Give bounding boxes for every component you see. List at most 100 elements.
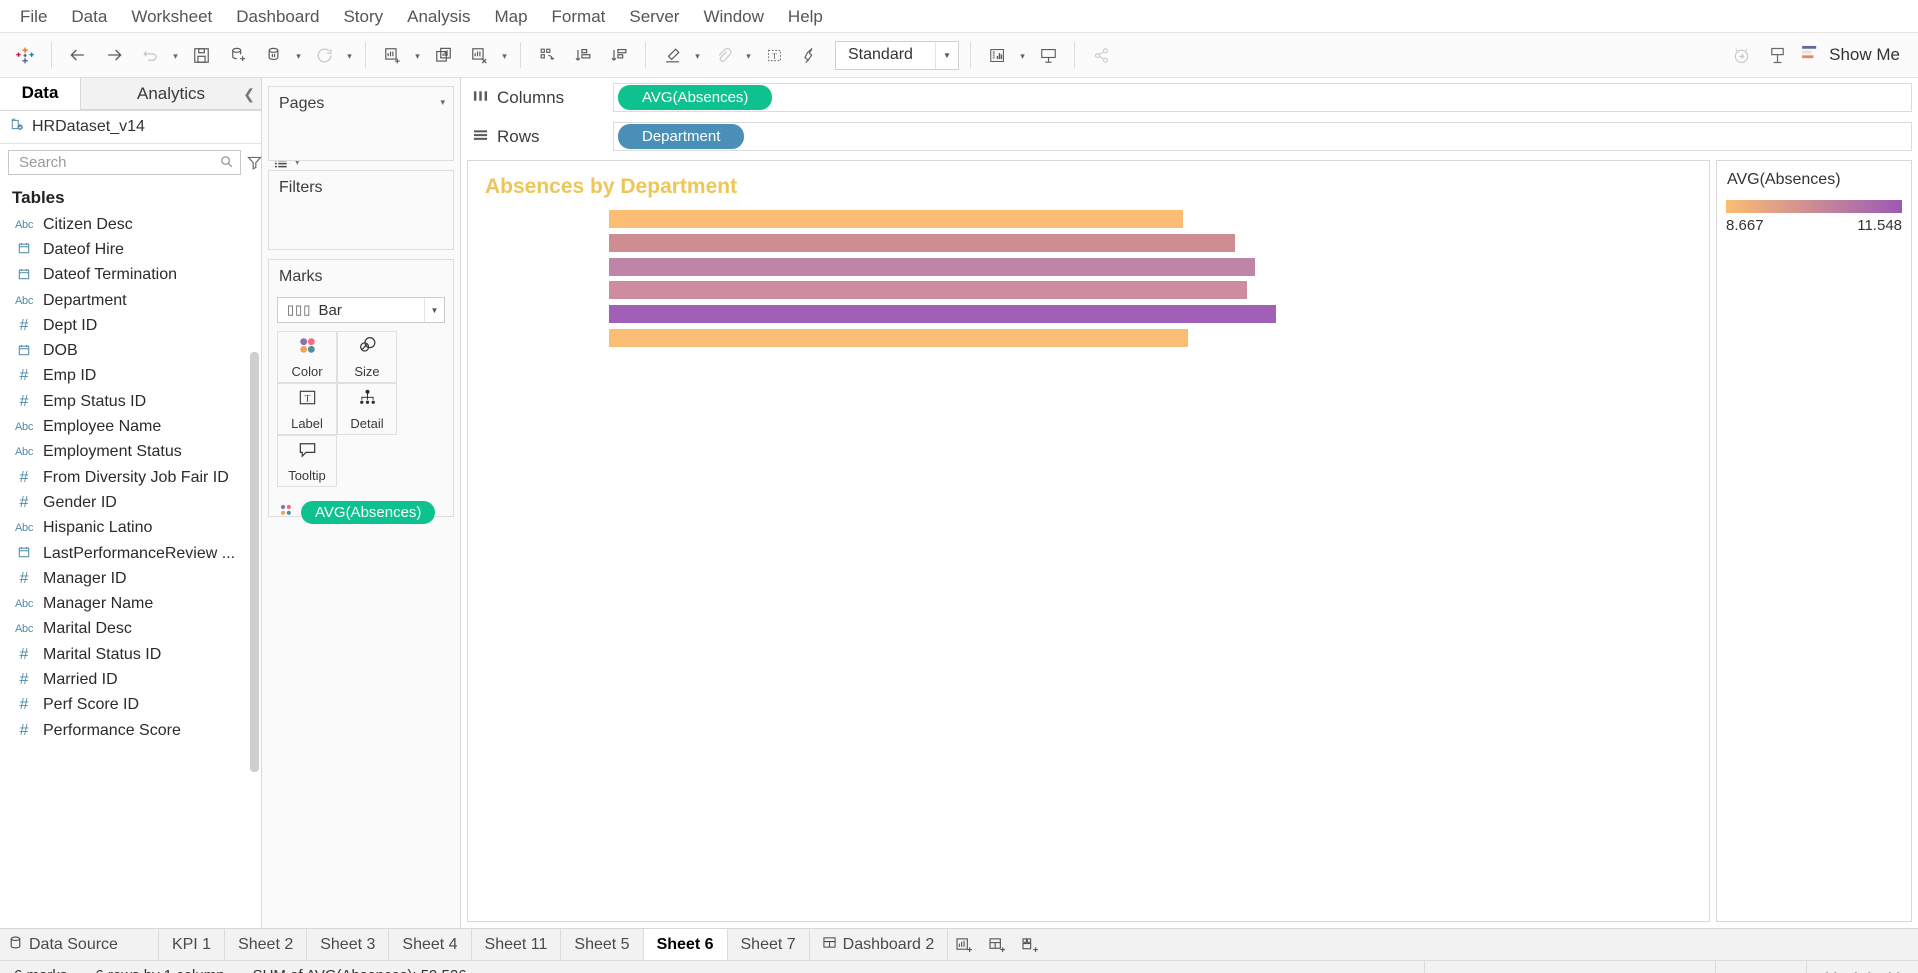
show-mark-labels-icon[interactable]: T — [757, 39, 791, 71]
menu-item-server[interactable]: Server — [629, 6, 680, 26]
rows-pill-department[interactable]: Department — [618, 124, 745, 149]
group-caret-icon[interactable]: ▾ — [746, 51, 751, 61]
show-cards-icon[interactable] — [1760, 39, 1794, 71]
menu-item-data[interactable]: Data — [71, 6, 108, 26]
sheet-tab-sheet-2[interactable]: Sheet 2 — [225, 929, 308, 960]
marks-color-pill[interactable]: AVG(Absences) — [301, 501, 436, 524]
sheet-tab-dashboard-2[interactable]: Dashboard 2 — [810, 929, 949, 960]
field-hispanic-latino[interactable]: Abc Hispanic Latino — [0, 516, 261, 541]
undo-icon[interactable] — [133, 39, 167, 71]
sheet-tab-sheet-5[interactable]: Sheet 5 — [561, 929, 644, 960]
new-worksheet-caret-icon[interactable]: ▾ — [415, 51, 420, 61]
bar-mark[interactable] — [609, 257, 1255, 276]
field-citizen-desc[interactable]: Abc Citizen Desc — [0, 212, 261, 237]
bar-mark[interactable] — [609, 233, 1236, 252]
menu-item-window[interactable]: Window — [703, 6, 764, 26]
clear-sheet-caret-icon[interactable]: ▾ — [502, 51, 507, 61]
highlight-icon[interactable] — [655, 39, 689, 71]
field-manager-id[interactable]: # Manager ID — [0, 566, 261, 591]
first-page-icon[interactable]: ◀◀ — [1819, 969, 1836, 973]
sheet-tab-sheet-4[interactable]: Sheet 4 — [389, 929, 472, 960]
undo-dropdown-caret-icon[interactable]: ▾ — [173, 51, 178, 61]
forward-arrow-icon[interactable] — [97, 39, 131, 71]
menu-item-analysis[interactable]: Analysis — [407, 6, 471, 26]
field-dateof-termination[interactable]: Dateof Termination — [0, 263, 261, 288]
field-lastperformancereview[interactable]: LastPerformanceReview ... — [0, 541, 261, 566]
sheet-tab-sheet-11[interactable]: Sheet 11 — [472, 929, 562, 960]
search-box[interactable] — [8, 149, 241, 175]
sheet-tab-kpi-1[interactable]: KPI 1 — [159, 929, 226, 960]
bar-row[interactable] — [468, 233, 1709, 258]
data-source-dropdown-caret-icon[interactable]: ▾ — [296, 51, 301, 61]
field-performance-score[interactable]: # Performance Score — [0, 718, 261, 743]
field-gender-id[interactable]: # Gender ID — [0, 490, 261, 515]
tab-data[interactable]: Data — [0, 78, 80, 110]
field-employment-status[interactable]: Abc Employment Status — [0, 440, 261, 465]
share-icon[interactable] — [1084, 39, 1118, 71]
sheet-tab-sheet-3[interactable]: Sheet 3 — [307, 929, 390, 960]
fit-select-caret-icon[interactable]: ▼ — [935, 41, 958, 69]
bar-row[interactable] — [468, 257, 1709, 282]
columns-shelf[interactable]: AVG(Absences) — [613, 83, 1912, 112]
field-department[interactable]: Abc Department — [0, 288, 261, 313]
swap-rows-columns-icon[interactable] — [530, 39, 564, 71]
field-emp-id[interactable]: # Emp ID — [0, 364, 261, 389]
field-manager-name[interactable]: Abc Manager Name — [0, 591, 261, 616]
pause-data-source-icon[interactable] — [256, 39, 290, 71]
menu-item-format[interactable]: Format — [551, 6, 606, 26]
fit-select[interactable]: Standard ▼ — [835, 40, 959, 70]
cell-size-caret-icon[interactable]: ▾ — [1020, 51, 1025, 61]
bar-mark[interactable] — [609, 305, 1276, 324]
next-page-icon[interactable]: ▶ — [1869, 969, 1877, 973]
marks-detail-button[interactable]: Detail — [337, 383, 397, 435]
tab-analytics[interactable]: Analytics — [80, 78, 261, 110]
field-dept-id[interactable]: # Dept ID — [0, 313, 261, 338]
new-data-source-icon[interactable] — [220, 39, 254, 71]
chevron-left-icon[interactable]: ❮ — [243, 86, 255, 102]
filter-icon[interactable] — [247, 155, 262, 170]
bar-row[interactable] — [468, 328, 1709, 353]
marks-label-button[interactable]: T Label — [277, 383, 337, 435]
sheet-tab-sheet-7[interactable]: Sheet 7 — [728, 929, 810, 960]
menu-item-file[interactable]: File — [20, 6, 48, 26]
chevron-down-icon[interactable]: ▾ — [295, 156, 300, 167]
sort-descending-icon[interactable] — [602, 39, 636, 71]
back-arrow-icon[interactable] — [61, 39, 95, 71]
field-marital-status-id[interactable]: # Marital Status ID — [0, 642, 261, 667]
field-dateof-hire[interactable]: Dateof Hire — [0, 237, 261, 262]
bar-row[interactable] — [468, 281, 1709, 305]
field-employee-name[interactable]: Abc Employee Name — [0, 414, 261, 439]
worksheet-view[interactable]: Absences by Department — [467, 160, 1710, 922]
menu-item-help[interactable]: Help — [787, 6, 823, 26]
fix-axes-icon[interactable] — [793, 39, 827, 71]
field-emp-status-id[interactable]: # Emp Status ID — [0, 389, 261, 414]
menu-item-story[interactable]: Story — [343, 6, 384, 26]
field-from-diversity-job-fair-id[interactable]: # From Diversity Job Fair ID — [0, 465, 261, 490]
pages-caret-icon[interactable]: ▾ — [440, 97, 445, 107]
new-dashboard-tab-icon[interactable] — [981, 929, 1014, 960]
sort-ascending-icon[interactable] — [566, 39, 600, 71]
tableau-logo-icon[interactable] — [8, 39, 42, 71]
field-dob[interactable]: DOB — [0, 338, 261, 363]
save-icon[interactable] — [184, 39, 218, 71]
new-story-tab-icon[interactable] — [1014, 929, 1047, 960]
marks-type-select[interactable]: ▯▯▯ Bar ▼ — [277, 297, 445, 323]
marks-size-button[interactable]: Size — [337, 331, 397, 383]
rows-shelf[interactable]: Department — [613, 122, 1912, 151]
refresh-icon[interactable] — [307, 39, 341, 71]
group-members-icon[interactable] — [706, 39, 740, 71]
search-input[interactable] — [17, 152, 220, 172]
bar-row[interactable] — [468, 305, 1709, 329]
field-perf-score-id[interactable]: # Perf Score ID — [0, 693, 261, 718]
highlight-caret-icon[interactable]: ▾ — [695, 51, 700, 61]
data-pane-scrollbar[interactable] — [250, 352, 259, 772]
sheet-tab-sheet-6[interactable]: Sheet 6 — [643, 929, 728, 960]
prev-page-icon[interactable]: ◀ — [1848, 969, 1856, 973]
data-source-item[interactable]: HRDataset_v14 — [0, 111, 261, 144]
new-worksheet-tab-icon[interactable] — [948, 929, 981, 960]
refresh-dropdown-caret-icon[interactable]: ▾ — [347, 51, 352, 61]
show-me-button[interactable]: Show Me — [1796, 39, 1910, 71]
device-preview-icon[interactable] — [1724, 39, 1758, 71]
presentation-mode-icon[interactable] — [1031, 39, 1065, 71]
clear-sheet-icon[interactable] — [462, 39, 496, 71]
